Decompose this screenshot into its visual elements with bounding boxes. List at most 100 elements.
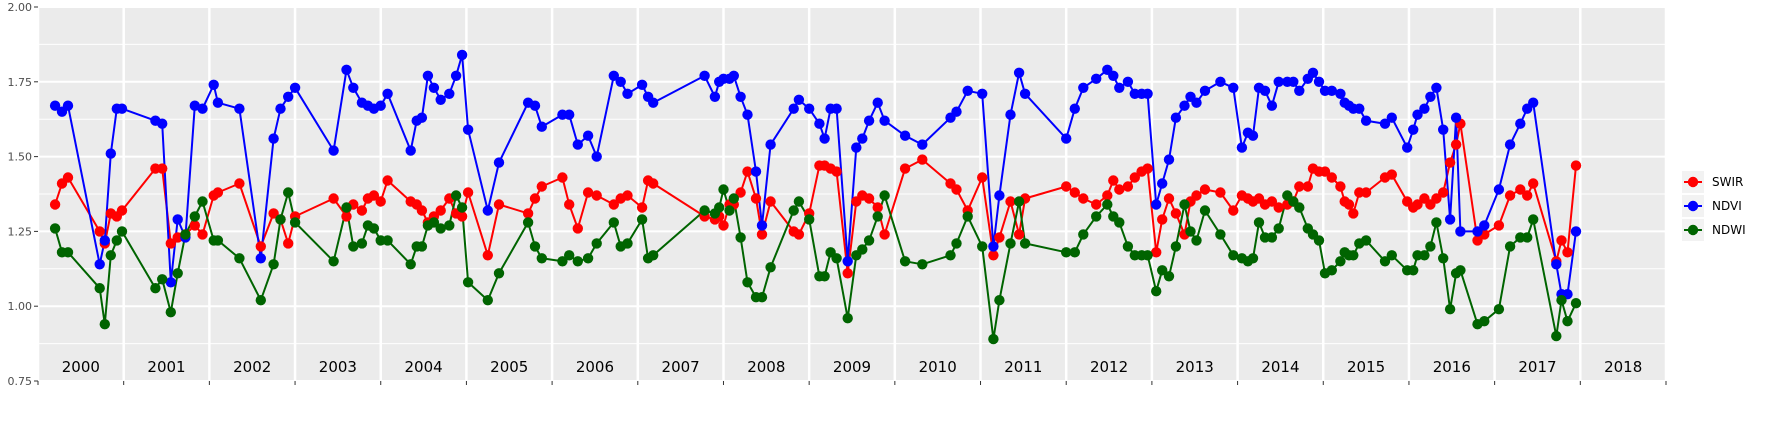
data-point-ndwi [1185,226,1196,237]
data-point-swir [1472,235,1483,246]
data-point-ndvi [1570,226,1582,237]
data-point-swir [872,202,883,213]
data-point-swir [899,163,911,174]
data-point-ndvi [1379,118,1391,129]
data-point-ndwi [1522,232,1533,243]
year-label: 2012 [1090,358,1128,376]
data-point-swir [842,268,853,279]
data-point-ndvi [1504,139,1516,150]
data-point-ndvi [462,124,474,135]
data-point-ndvi [1151,199,1162,210]
data-point-swir [765,196,776,207]
data-point-swir [1438,187,1449,198]
data-point-ndvi [1402,142,1413,153]
year-label: 2000 [62,358,100,376]
data-point-swir [742,166,753,177]
data-point-swir [522,208,534,219]
data-point-swir [255,241,266,252]
data-point-ndwi [1562,316,1573,327]
year-label: 2010 [919,358,957,376]
data-point-ndvi [951,106,962,117]
data-point-swir [356,205,368,216]
data-point-swir [1069,187,1081,198]
data-point-ndwi [368,223,380,234]
data-point-ndwi [1013,196,1025,207]
data-point-ndvi [1438,124,1449,135]
data-point-ndwi [435,223,446,234]
data-point-ndvi [493,157,505,168]
data-point-swir [165,238,176,249]
data-point-swir [1157,214,1168,225]
legend-key-ndvi [1687,200,1699,212]
data-point-ndvi [1472,226,1483,237]
data-point-ndwi [456,202,468,213]
data-point-ndvi [1191,97,1202,108]
data-point-ndvi [328,145,339,156]
data-point-ndvi [756,220,768,231]
data-point-swir [863,193,875,204]
data-point-swir [557,172,568,183]
data-point-ndvi [1386,112,1398,123]
data-point-ndvi [172,214,183,225]
data-point-ndwi [699,205,710,216]
data-point-swir [493,199,505,210]
data-point-ndwi [462,277,474,288]
data-point-ndvi [1013,67,1025,79]
data-point-ndwi [1005,238,1016,249]
data-point-ndvi [1431,82,1442,94]
data-point-swir [1302,181,1314,192]
data-point-ndvi [283,91,294,103]
data-point-swir [1013,229,1025,240]
year-labels: 2000 2001 2002 2003 2004 2005 2006 2007 2008 2009… [62,358,1643,376]
data-point-swir [648,178,659,189]
data-point-ndvi [917,139,928,150]
data-point-swir [718,220,729,231]
data-point-ndwi [1273,223,1284,234]
data-point-ndwi [804,214,815,225]
data-point-ndvi [268,133,279,144]
data-point-ndwi [99,319,111,330]
data-point-swir [1444,157,1456,168]
data-point-ndvi [435,94,446,106]
data-point-swir [591,190,602,201]
data-point-swir [1142,163,1153,174]
data-point-ndvi [765,139,776,150]
data-point-ndvi [977,88,988,100]
year-label: 2008 [747,358,785,376]
data-point-ndwi [1425,241,1436,252]
data-point-ndwi [328,256,339,267]
data-point-ndvi [62,100,74,111]
data-point-swir [1431,193,1442,204]
data-point-ndwi [1431,217,1442,228]
data-point-ndvi [819,133,830,144]
data-point-ndvi [608,70,619,82]
data-point-swir [1102,190,1113,201]
data-point-ndvi [1479,220,1490,231]
data-point-ndwi [1215,229,1226,240]
data-point-ndwi [1348,250,1359,261]
year-label: 2001 [147,358,185,376]
data-point-ndvi [1425,91,1436,103]
data-point-ndwi [1114,217,1125,228]
data-point-swir [988,250,999,261]
data-point-ndvi [444,88,455,100]
data-point-ndvi [208,79,219,91]
data-point-ndvi [648,97,659,108]
data-point-ndvi [1360,115,1372,126]
data-point-ndvi [899,130,911,141]
data-point-ndwi [1019,238,1031,249]
data-point-ndvi [728,70,739,82]
data-point-swir [1348,208,1359,219]
year-label: 2007 [662,358,700,376]
data-point-swir [831,166,842,177]
data-point-ndwi [49,223,61,234]
data-point-ndwi [863,235,875,246]
data-point-ndwi [529,241,541,252]
data-point-ndwi [714,202,725,213]
data-point-ndwi [1504,241,1516,252]
data-point-ndvi [375,100,386,111]
data-point-ndwi [268,259,279,270]
data-point-ndvi [456,49,468,61]
data-point-ndvi [422,70,434,82]
data-point-swir [1294,181,1305,192]
